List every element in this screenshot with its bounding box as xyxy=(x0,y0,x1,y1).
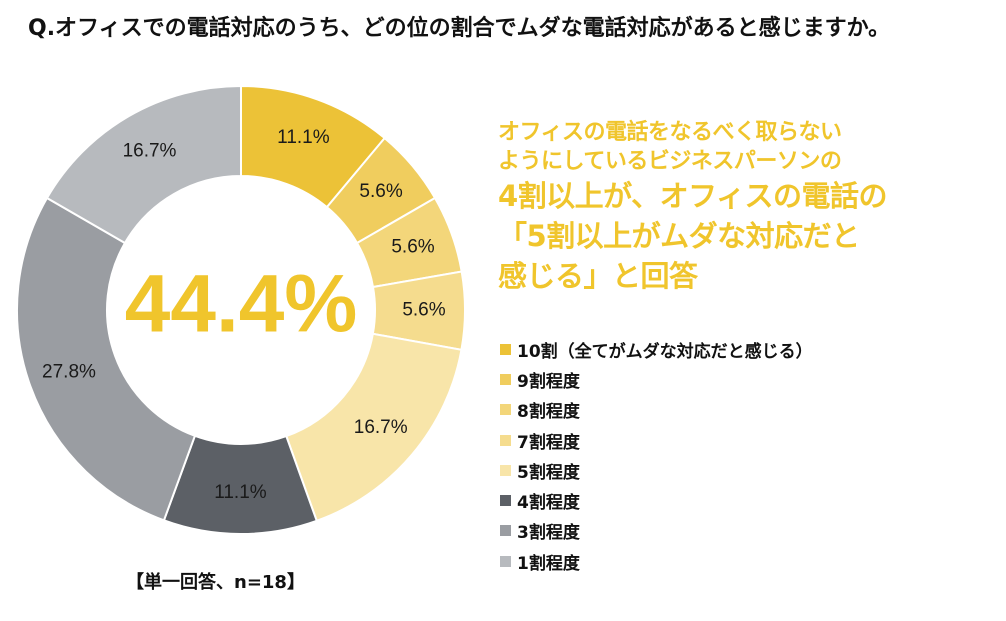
donut-slice xyxy=(45,84,242,245)
legend-swatch xyxy=(500,555,511,567)
legend-swatch xyxy=(500,373,511,385)
legend-label: 10割（全てがムダな対応だと感じる） xyxy=(517,341,813,362)
legend-label: 3割程度 xyxy=(517,523,580,544)
headline-main-line-1: 4割以上が、オフィスの電話の xyxy=(498,179,888,213)
slice-label: 11.1% xyxy=(214,482,267,503)
legend-label: 4割程度 xyxy=(517,493,580,514)
legend-swatch xyxy=(500,525,511,537)
headline: オフィスの電話をなるべく取らない ようにしているビジネスパーソンの 4割以上が、… xyxy=(498,118,998,296)
legend-item: 10割（全てがムダな対応だと感じる） xyxy=(500,334,813,364)
legend-label: 7割程度 xyxy=(517,432,580,453)
center-value: 44.4% xyxy=(125,259,358,350)
legend-swatch xyxy=(500,343,511,355)
legend-item: 7割程度 xyxy=(500,425,813,455)
legend-swatch xyxy=(500,434,511,446)
chart-legend: 10割（全てがムダな対応だと感じる） 9割程度 8割程度 7割程度 5割程度 4… xyxy=(500,334,813,576)
slice-label: 5.6% xyxy=(402,300,445,321)
sample-note: 【単一回答、n=18】 xyxy=(126,572,305,593)
headline-main-line-3: 感じる」と回答 xyxy=(498,259,698,293)
legend-label: 9割程度 xyxy=(517,371,580,392)
headline-sub-line-2: ようにしているビジネスパーソンの xyxy=(498,149,842,174)
headline-sub-line-1: オフィスの電話をなるべく取らない xyxy=(498,120,842,145)
slice-label: 16.7% xyxy=(354,417,408,438)
legend-item: 5割程度 xyxy=(500,455,813,485)
question-title: Q.オフィスでの電話対応のうち、どの位の割合でムダな電話対応があると感じますか。 xyxy=(28,16,891,41)
legend-label: 8割程度 xyxy=(517,402,580,423)
legend-swatch xyxy=(500,464,511,476)
slice-label: 5.6% xyxy=(391,237,434,258)
slice-label: 5.6% xyxy=(359,181,402,202)
slice-label: 27.8% xyxy=(42,361,96,382)
legend-swatch xyxy=(500,495,511,507)
legend-item: 3割程度 xyxy=(500,516,813,546)
legend-label: 5割程度 xyxy=(517,462,580,483)
legend-item: 9割程度 xyxy=(500,364,813,394)
slice-label: 16.7% xyxy=(123,141,177,162)
donut-slices xyxy=(16,84,466,535)
slice-label: 11.1% xyxy=(277,127,330,148)
legend-item: 1割程度 xyxy=(500,546,813,576)
legend-label: 1割程度 xyxy=(517,553,580,574)
legend-swatch xyxy=(500,404,511,416)
donut-slice-labels: 11.1% 5.6% 5.6% 5.6% 16.7% 11.1% 27.8% 16.7% xyxy=(42,127,446,503)
legend-item: 4割程度 xyxy=(500,485,813,515)
headline-main-line-2: 「5割以上がムダな対応だと xyxy=(498,219,860,253)
donut-slice xyxy=(16,196,197,522)
legend-item: 8割程度 xyxy=(500,395,813,425)
donut-chart: 11.1% 5.6% 5.6% 5.6% 16.7% 11.1% 27.8% 16.7% 44… xyxy=(16,84,466,535)
